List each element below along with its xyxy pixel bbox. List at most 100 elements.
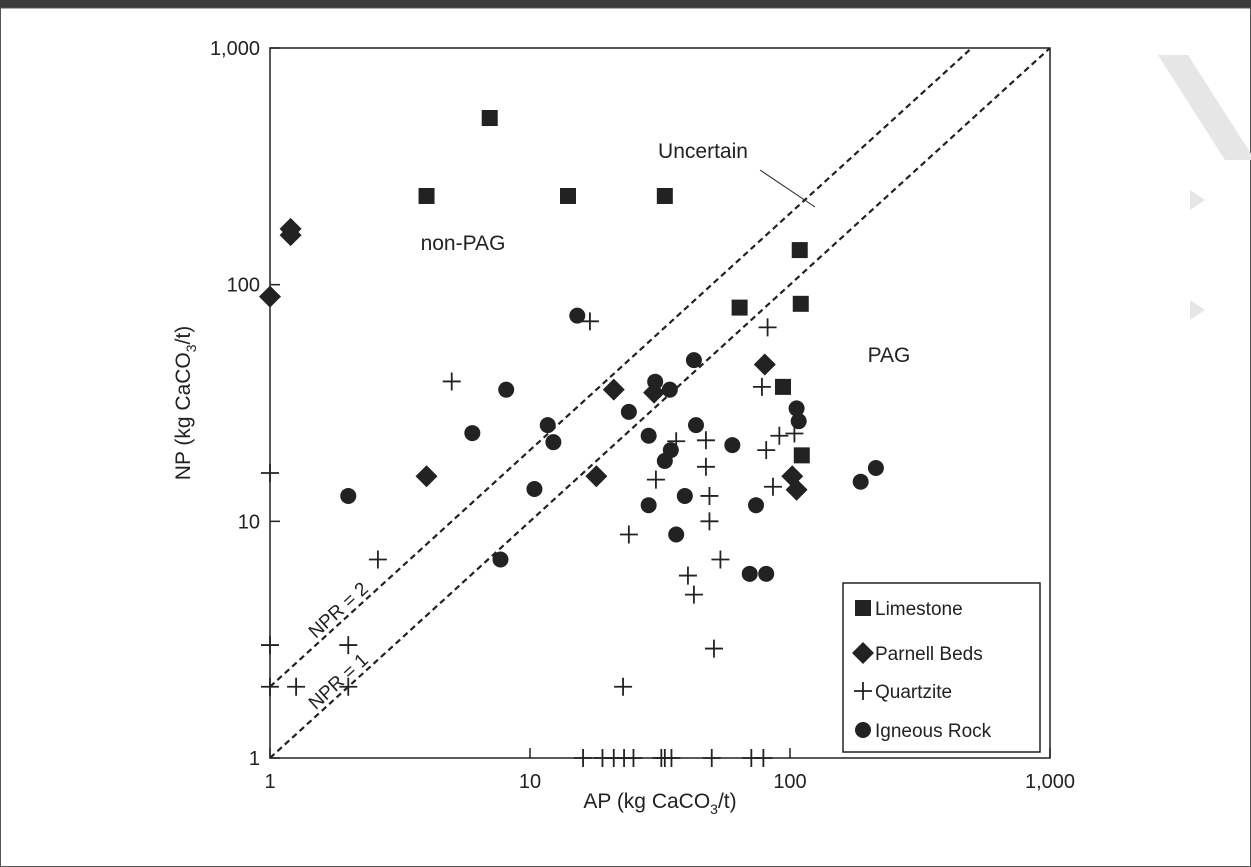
- reference-lines: [270, 48, 1050, 758]
- circle-marker: [788, 400, 805, 417]
- square-marker: [791, 242, 808, 259]
- square-marker: [656, 187, 673, 204]
- circle-marker: [668, 526, 685, 543]
- y-tick-label: 10: [238, 511, 260, 533]
- diamond-marker: [852, 642, 874, 664]
- x-axis-label-part: 3: [710, 801, 718, 817]
- plus-marker: [711, 550, 730, 569]
- square-marker: [731, 299, 748, 316]
- watermark: [1190, 190, 1205, 210]
- circle-marker: [688, 417, 705, 434]
- legend: Limestone Parnell Beds Quartzite Igneous Ro…: [842, 582, 1041, 753]
- plus-marker: [684, 585, 703, 604]
- npr-label: NPR = 2: [305, 579, 373, 643]
- square-marker: [775, 378, 792, 395]
- diamond-marker: [753, 353, 776, 376]
- ticks: 1 10 100 1,000 1 10 100 1,000: [210, 38, 1075, 793]
- plus-marker: [646, 470, 665, 489]
- plus-marker: [339, 677, 358, 696]
- circle-marker: [656, 452, 673, 469]
- square-marker: [559, 187, 576, 204]
- circle-marker: [526, 480, 543, 497]
- circle-marker: [724, 437, 741, 454]
- plus-marker: [752, 377, 771, 396]
- plus-marker: [368, 550, 387, 569]
- diamond-marker: [415, 465, 438, 488]
- y-axis-label: NP (kg CaCO3/t): [172, 326, 199, 480]
- watermark: [1158, 55, 1251, 160]
- circle-marker: [758, 565, 775, 582]
- diamond-marker: [259, 285, 281, 308]
- plus-marker: [700, 486, 719, 505]
- plus-marker: [704, 639, 723, 658]
- plus-marker: [339, 636, 358, 655]
- square-marker: [792, 295, 809, 312]
- plus-marker: [619, 525, 638, 544]
- diamond-marker: [585, 465, 608, 488]
- square-marker: [855, 600, 871, 616]
- plus-marker: [624, 749, 643, 767]
- x-tick-label: 10: [519, 771, 541, 793]
- x-tick-label: 1: [264, 771, 275, 793]
- circle-marker: [545, 434, 562, 451]
- plus-marker: [770, 426, 789, 445]
- circle-marker: [498, 381, 515, 398]
- circle-marker: [620, 403, 637, 420]
- square-marker: [481, 110, 498, 127]
- y-tick-label: 100: [227, 275, 260, 297]
- marks: [259, 110, 884, 767]
- circle-marker: [852, 473, 869, 490]
- annotation-leader: [759, 169, 816, 208]
- circle-marker: [539, 417, 556, 434]
- plus-marker: [702, 749, 721, 767]
- y-tick-label: 1,000: [210, 38, 260, 60]
- legend-label: Igneous Rock: [875, 721, 992, 742]
- plus-marker: [574, 749, 593, 767]
- plus-marker: [754, 749, 773, 767]
- plus-marker: [580, 312, 599, 331]
- plus-marker: [758, 318, 777, 337]
- plus-marker: [696, 457, 715, 476]
- legend-label: Quartzite: [875, 682, 952, 703]
- circle-marker: [676, 487, 693, 504]
- plus-marker: [662, 749, 681, 767]
- watermark: [1190, 300, 1205, 320]
- plus-marker: [700, 512, 719, 531]
- circle-marker: [569, 307, 586, 324]
- annotation: PAG: [868, 344, 911, 367]
- y-axis-label-part: NP (kg CaCO: [172, 352, 195, 480]
- plus-marker: [696, 431, 715, 450]
- circle-marker: [647, 373, 664, 390]
- x-axis-label: AP (kg CaCO3/t): [583, 790, 736, 817]
- circle-marker: [492, 551, 509, 568]
- plus-marker: [442, 372, 461, 391]
- y-axis-label-part: /t): [172, 326, 195, 345]
- x-tick-label: 1,000: [1025, 771, 1075, 793]
- x-tick-label: 100: [773, 771, 806, 793]
- plus-marker: [261, 636, 279, 655]
- plus-marker: [757, 441, 776, 460]
- plus-marker: [678, 566, 697, 585]
- circle-marker: [640, 497, 657, 514]
- circle-marker: [790, 413, 807, 430]
- legend-box: [842, 582, 1041, 753]
- plus-marker: [261, 464, 279, 483]
- npr-line: [270, 48, 1050, 758]
- diamond-marker: [602, 378, 625, 401]
- y-tick-label: 1: [249, 748, 260, 770]
- plus-marker: [287, 677, 306, 696]
- x-axis-label-part: AP (kg CaCO: [583, 790, 710, 813]
- circle-marker: [748, 497, 765, 514]
- plus-marker: [763, 477, 782, 496]
- legend-label: Limestone: [875, 599, 963, 620]
- square-marker: [793, 447, 810, 464]
- circle-marker: [464, 425, 481, 442]
- circle-marker: [867, 460, 884, 477]
- npr-line: [270, 48, 974, 688]
- plus-marker: [854, 682, 872, 700]
- annotation: non-PAG: [421, 232, 506, 255]
- annotation: Uncertain: [658, 140, 748, 163]
- circle-marker: [640, 427, 657, 444]
- diamond-marker: [785, 478, 808, 501]
